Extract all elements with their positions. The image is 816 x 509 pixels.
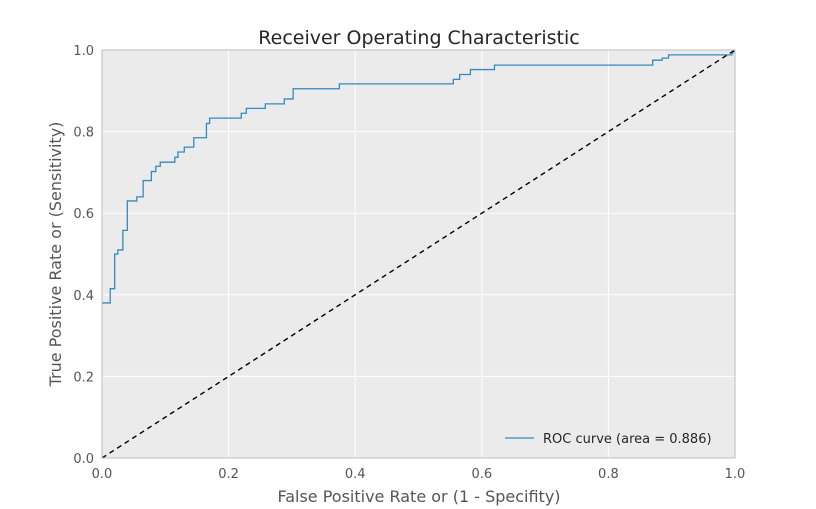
y-tick-labels: 0.0 0.2 0.4 0.6 0.8 1.0 bbox=[73, 44, 94, 467]
chart-title: Receiver Operating Characteristic bbox=[258, 27, 579, 49]
plot-area bbox=[102, 50, 735, 458]
y-axis-label: True Positive Rate or (Sensitivity) bbox=[46, 122, 65, 388]
y-tick-label: 1.0 bbox=[73, 44, 94, 59]
y-gridlines bbox=[102, 131, 735, 377]
y-tick-label: 0.8 bbox=[73, 126, 94, 141]
x-tick-label: 0.2 bbox=[218, 467, 239, 482]
y-tick-label: 0.0 bbox=[73, 452, 94, 467]
legend: ROC curve (area = 0.886) bbox=[505, 432, 712, 447]
y-tick-label: 0.4 bbox=[73, 289, 94, 304]
x-tick-label: 0.6 bbox=[471, 467, 492, 482]
x-tick-label: 1.0 bbox=[725, 467, 746, 482]
y-tick-label: 0.6 bbox=[73, 207, 94, 222]
y-tick-label: 0.2 bbox=[73, 370, 94, 385]
x-tick-label: 0.0 bbox=[92, 467, 113, 482]
x-axis-label: False Positive Rate or (1 - Specifity) bbox=[277, 487, 560, 506]
x-tick-labels: 0.0 0.2 0.4 0.6 0.8 1.0 bbox=[92, 467, 746, 482]
x-tick-label: 0.4 bbox=[345, 467, 366, 482]
plot-frame bbox=[101, 49, 736, 459]
legend-label-roc: ROC curve (area = 0.886) bbox=[543, 432, 712, 447]
series-layer bbox=[101, 49, 736, 459]
x-tick-label: 0.8 bbox=[598, 467, 619, 482]
roc-curve-line bbox=[102, 49, 736, 304]
